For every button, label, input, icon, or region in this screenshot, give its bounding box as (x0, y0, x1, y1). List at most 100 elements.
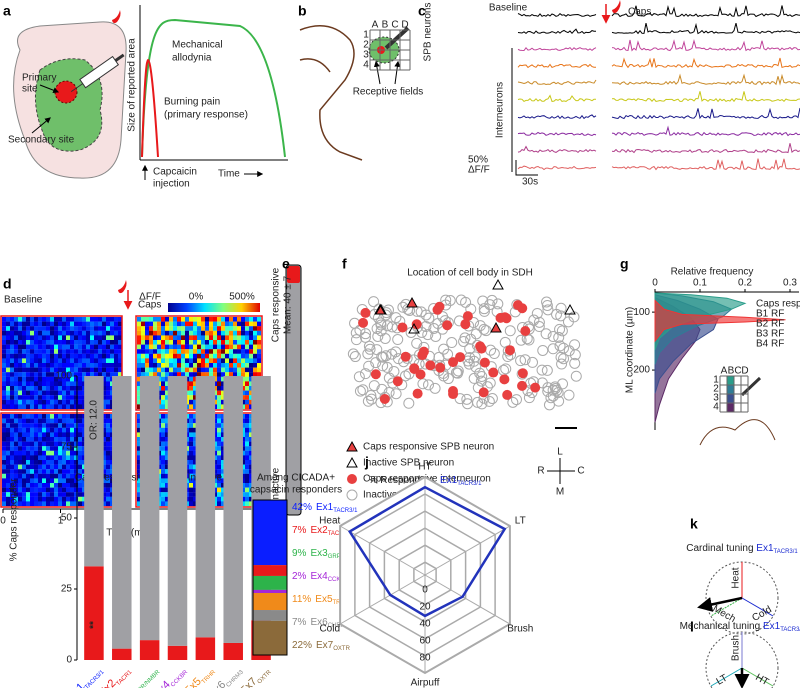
heat-cell (217, 376, 222, 382)
heat-cell (74, 330, 79, 336)
heat-cell (46, 432, 51, 438)
heat-cell (10, 317, 15, 322)
heat-cell (30, 423, 35, 428)
cell-responsive (517, 380, 528, 391)
heat-cell (38, 483, 43, 488)
heat-cell (58, 423, 63, 428)
heat-cell (165, 326, 170, 331)
heat-cell (165, 321, 170, 327)
heat-cell (62, 455, 67, 461)
heat-cell (253, 353, 258, 359)
segment (253, 575, 287, 590)
heat-cell (38, 464, 43, 470)
heat-cell (42, 349, 47, 354)
heat-cell (34, 376, 39, 382)
heat-cell (205, 344, 210, 350)
heat-cell (161, 437, 166, 442)
cell (556, 358, 568, 370)
heat-cell (257, 330, 262, 336)
heat-cell (245, 483, 250, 488)
label: Caps (628, 7, 651, 18)
heat-cell (185, 317, 190, 322)
heat-cell (54, 414, 59, 419)
label: 3 (363, 50, 369, 61)
heat-cell (18, 358, 23, 364)
heat-cell (137, 423, 142, 428)
cell-responsive (358, 317, 369, 328)
heat-cell (70, 358, 75, 364)
panel-label: k (690, 516, 698, 532)
heat-cell (189, 358, 194, 364)
cell (510, 394, 522, 406)
heat-cell (18, 464, 23, 470)
heat-cell (22, 441, 27, 447)
heat-cell (62, 446, 67, 451)
heat-cell (50, 418, 55, 424)
heat-cell (22, 496, 27, 502)
heat-cell (189, 335, 194, 341)
heat-cell (30, 492, 35, 497)
heat-cell (54, 423, 59, 428)
heat-cell (189, 492, 194, 497)
heat-cell (46, 335, 51, 341)
heat-cell (157, 326, 162, 331)
heat-cell (74, 326, 79, 331)
heat-cell (249, 501, 254, 507)
heat-cell (62, 418, 67, 424)
heat-cell (181, 372, 186, 377)
heat-cell (157, 344, 162, 350)
heat-cell (161, 441, 166, 447)
heat-cell (90, 344, 95, 350)
heat-cell (82, 501, 87, 507)
trace (611, 57, 800, 69)
spb-neuron (346, 456, 358, 468)
heat-cell (14, 376, 19, 382)
heat-cell (10, 381, 15, 387)
heat-cell (74, 317, 79, 322)
heat-cell (257, 363, 262, 368)
heat-cell (38, 492, 43, 497)
heat-cell (42, 340, 47, 345)
heat-cell (193, 418, 198, 424)
heat-cell (161, 469, 166, 474)
heat-cell (149, 335, 154, 341)
heat-cell (46, 404, 51, 410)
heat-cell (141, 317, 146, 322)
panel-label: a (3, 3, 11, 19)
cell (554, 323, 566, 335)
heat-cell (38, 381, 43, 387)
heat-cell (161, 492, 166, 497)
label-part: 9% (292, 548, 307, 559)
heat-cell (34, 483, 39, 488)
cell (359, 368, 371, 380)
heat-cell (233, 321, 238, 327)
heat-cell (249, 414, 254, 419)
heat-cell (74, 344, 79, 350)
pepper-icon (118, 280, 127, 294)
heat-cell (145, 367, 150, 373)
heat-cell (221, 446, 226, 451)
heat-cell (137, 376, 142, 382)
heat-cell (241, 492, 246, 497)
heat-cell (102, 423, 107, 428)
outline (699, 419, 776, 446)
heat-cell (221, 501, 226, 507)
heat-cell (90, 358, 95, 364)
heat-cell (118, 317, 123, 322)
heat-cell (6, 478, 11, 484)
heat-cell (201, 317, 206, 322)
axis-label: Airpuff (411, 678, 440, 688)
heat-cell (34, 330, 39, 336)
heat-cell (78, 414, 83, 419)
label-part: Mechanical tuning (680, 621, 763, 632)
heat-cell (153, 358, 158, 364)
heat-cell (30, 469, 35, 474)
heat-cell (22, 414, 27, 419)
heat-cell (209, 340, 214, 345)
heat-cell (118, 353, 123, 359)
heat-cell (50, 317, 55, 322)
heat-cell (34, 469, 39, 474)
heat-cell (217, 487, 222, 493)
label: C (577, 466, 584, 477)
heat-cell (10, 404, 15, 410)
